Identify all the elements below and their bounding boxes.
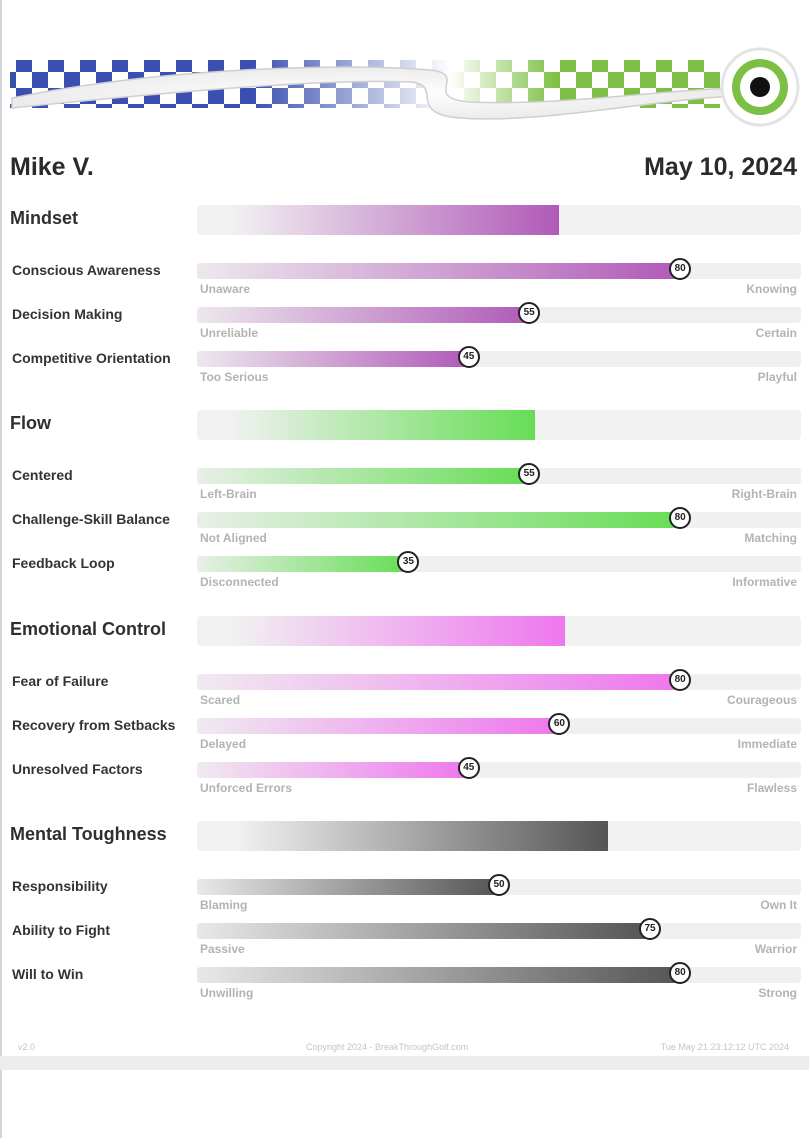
metric-score-knob: 80 [669,258,692,280]
metric-slider-fill [197,879,499,895]
category-title-flow: Flow [10,413,51,433]
scale-low-label: Blaming [200,898,248,912]
metric-label: Competitive Orientation [12,350,171,366]
metric-score-knob: 75 [639,918,661,940]
metric-label: Recovery from Setbacks [12,717,176,733]
scale-high-label: Right-Brain [731,487,797,501]
metric-slider-fill [197,967,681,983]
metric-slider-fill [197,263,681,279]
metric-score-knob: 80 [669,669,692,691]
metric-slider-fill [197,307,530,323]
scale-low-label: Unwilling [200,986,254,1000]
scale-high-label: Flawless [746,781,797,795]
metric-score-knob: 45 [457,757,480,779]
category-title-mental-toughness: Mental Toughness [10,824,167,844]
footer-timestamp: Tue May 21 23:12:12 UTC 2024 [660,1042,789,1052]
metric-slider-track: 45 [197,346,801,368]
category-score-fill [197,616,566,646]
metric-label: Challenge-Skill Balance [12,511,170,527]
footer-version: v2.0 [18,1042,36,1052]
metric-slider-track: 80 [197,507,801,529]
metric-slider-track: 45 [197,757,801,779]
metric-slider-fill [197,468,530,484]
category-score-bar-emotional-control [197,616,801,646]
metric-slider-track: 35 [197,551,801,573]
metric-slider-track: 80 [197,258,801,280]
category-title-mindset: Mindset [10,208,79,228]
scale-high-label: Courageous [726,693,797,707]
metric-score-knob: 80 [669,962,692,984]
category-title-emotional-control: Emotional Control [10,619,166,639]
metric-slider-track: 55 [197,463,801,485]
category-score-bar-mental-toughness [197,821,801,851]
scale-low-label: Disconnected [200,575,279,589]
metric-score-knob: 55 [518,302,541,324]
scale-high-label: Warrior [754,942,797,956]
category-score-fill [197,410,536,440]
category-score-bar-mindset [197,205,801,235]
metric-slider-fill [197,674,681,690]
metric-slider-fill [197,923,650,939]
scale-high-label: Immediate [737,737,797,751]
metric-score-knob: 55 [518,463,541,485]
metric-slider-track: 80 [197,669,801,691]
metric-slider-fill [197,762,469,778]
metric-label: Centered [12,467,73,483]
scale-low-label: Not Aligned [200,531,267,545]
metric-label: Ability to Fight [12,922,110,938]
scale-high-label: Knowing [746,282,797,296]
footer-band [0,1056,809,1070]
metric-label: Feedback Loop [12,555,115,571]
metric-label: Decision Making [12,306,123,322]
metric-slider-track: 50 [197,874,801,896]
report-date: May 10, 2024 [644,153,797,181]
scale-high-label: Own It [760,898,797,912]
scale-high-label: Matching [744,531,797,545]
metric-score-knob: 80 [669,507,692,529]
category-score-fill [197,821,608,851]
metric-label: Conscious Awareness [12,262,161,278]
metric-slider-track: 55 [197,302,801,324]
metric-slider-track: 60 [197,713,801,735]
metric-score-knob: 50 [488,874,510,896]
metric-slider-fill [197,512,681,528]
metric-slider-fill [197,556,409,572]
checkered-swoosh-logo [10,47,800,127]
scale-low-label: Unreliable [200,326,259,340]
scale-high-label: Playful [757,370,797,384]
scale-high-label: Strong [758,986,797,1000]
scale-high-label: Informative [732,575,797,589]
page-edge [0,0,2,1138]
metric-slider-fill [197,718,560,734]
scale-high-label: Certain [755,326,797,340]
metric-score-knob: 45 [457,346,480,368]
athlete-name: Mike V. [10,153,94,181]
metric-label: Unresolved Factors [12,761,143,777]
category-score-bar-flow [197,410,801,440]
scale-low-label: Unforced Errors [200,781,293,795]
metric-label: Fear of Failure [12,673,109,689]
metric-slider-track: 75 [197,918,801,940]
footer-copyright: Copyright 2024 - BreakThroughGolf.com [306,1042,469,1052]
scale-low-label: Scared [200,693,241,707]
category-score-fill [197,205,560,235]
scale-low-label: Passive [200,942,245,956]
metric-slider-fill [197,351,469,367]
scale-low-label: Left-Brain [200,487,257,501]
metric-score-knob: 60 [548,713,571,735]
metric-score-knob: 35 [397,551,420,573]
scale-low-label: Unaware [200,282,251,296]
scale-low-label: Delayed [200,737,247,751]
metric-slider-track: 80 [197,962,801,984]
metric-label: Responsibility [12,878,108,894]
metric-label: Will to Win [12,966,84,982]
scale-low-label: Too Serious [200,370,269,384]
brand-header-banner [0,40,809,140]
